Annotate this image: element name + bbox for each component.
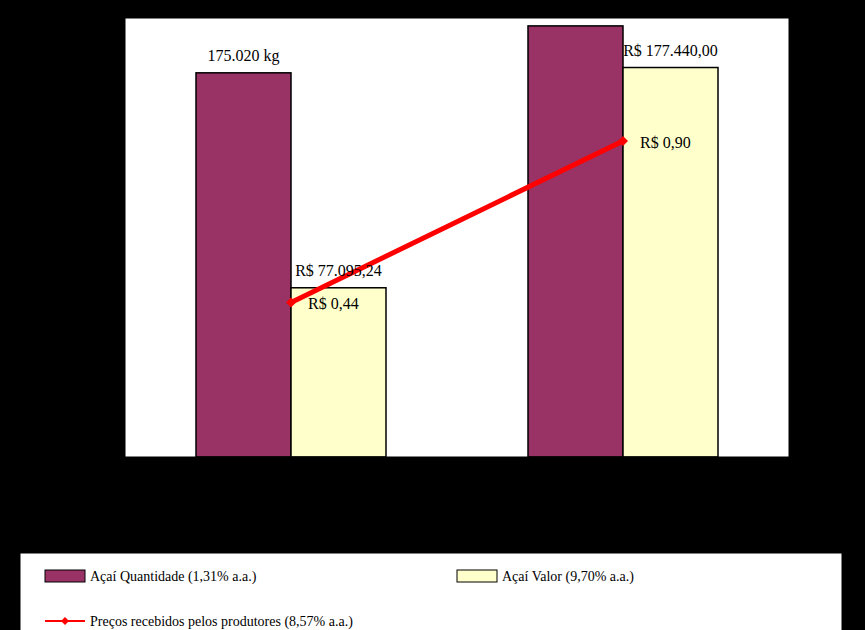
y2-tick	[789, 105, 795, 106]
marks	[196, 26, 718, 457]
legend-label: Açaí Valor (9,70% a.a.)	[502, 569, 634, 585]
bar	[623, 68, 718, 457]
plot-area	[125, 18, 789, 457]
legend: Açaí Quantidade (1,31% a.a.) Açaí Valor (…	[20, 553, 842, 630]
y-tick	[119, 457, 125, 458]
labels: 175.020 kg R$ 77.095,24 R$ 177.440,00 R$ 0,…	[208, 42, 718, 313]
y2-tick	[789, 176, 795, 177]
chart: 175.020 kg R$ 77.095,24 R$ 177.440,00 R$ 0,…	[0, 0, 865, 630]
y2-tick	[789, 386, 795, 387]
y-tick	[119, 413, 125, 414]
bar	[528, 26, 623, 457]
legend-label: Açaí Quantidade (1,31% a.a.)	[90, 569, 257, 585]
y-tick	[119, 105, 125, 106]
data-label: 175.020 kg	[208, 47, 280, 65]
price-line	[291, 141, 623, 303]
data-label: R$ 77.095,24	[295, 262, 382, 279]
marker	[618, 136, 628, 146]
y-tick	[119, 281, 125, 282]
bar	[196, 73, 291, 457]
bar	[291, 288, 386, 457]
y2-tick	[789, 316, 795, 317]
frame	[125, 18, 789, 457]
y2-tick	[789, 457, 795, 458]
marker	[286, 297, 296, 307]
y-tick	[119, 237, 125, 238]
y-tick	[119, 61, 125, 62]
x-tick	[457, 457, 458, 463]
legend-swatch	[457, 570, 497, 582]
legend-label: Preços recebidos pelos produtores (8,57%…	[90, 614, 353, 630]
x-tick	[125, 457, 126, 463]
y2-tick	[789, 246, 795, 247]
data-label: R$ 0,44	[308, 295, 359, 312]
legend-swatch	[45, 570, 85, 582]
y-tick	[119, 149, 125, 150]
data-label: R$ 0,90	[640, 134, 691, 151]
data-label: R$ 177.440,00	[623, 42, 718, 59]
y-tick	[119, 369, 125, 370]
legend-marker	[61, 617, 69, 625]
y-tick	[119, 18, 125, 19]
y-tick	[119, 193, 125, 194]
x-tick	[789, 457, 790, 463]
y2-tick	[789, 35, 795, 36]
y-tick	[119, 325, 125, 326]
legend-box	[20, 553, 842, 630]
